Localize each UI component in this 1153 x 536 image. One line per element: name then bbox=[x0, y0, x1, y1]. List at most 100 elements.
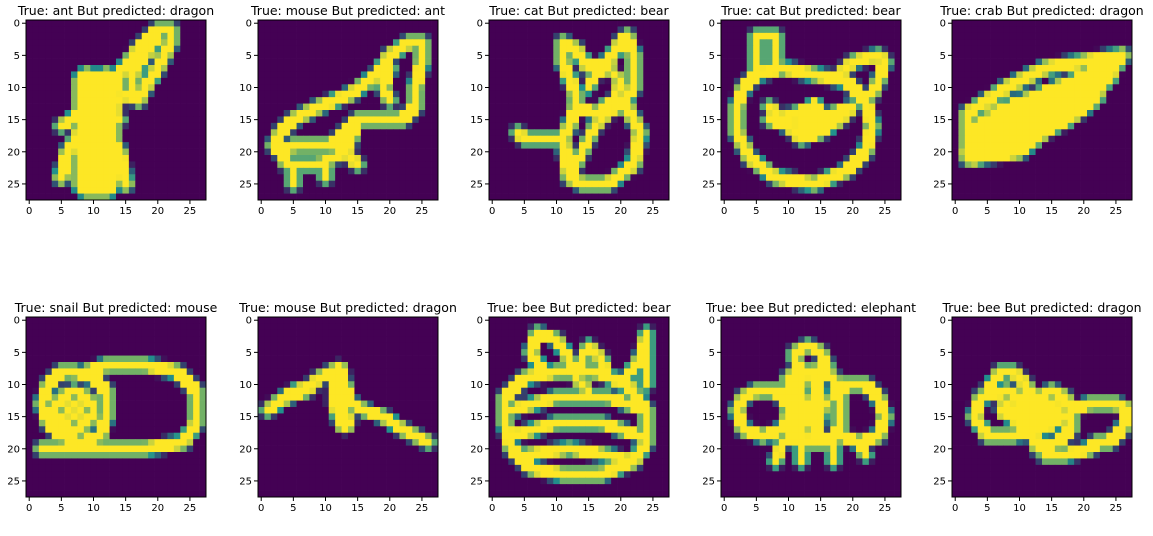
pixel-cell bbox=[425, 155, 432, 162]
pixel-cell bbox=[335, 20, 342, 27]
pixel-cell bbox=[804, 122, 812, 130]
pixel-cell bbox=[862, 129, 870, 137]
pixel-cell bbox=[373, 167, 381, 175]
pixel-cell bbox=[135, 90, 143, 98]
pixel-cell bbox=[875, 90, 883, 98]
pixel-cell bbox=[173, 336, 181, 344]
pixel-cell bbox=[354, 77, 362, 85]
pixel-cell bbox=[740, 52, 748, 59]
pixel-cell bbox=[727, 167, 735, 175]
pixel-cell bbox=[656, 20, 663, 27]
pixel-cell bbox=[90, 135, 98, 143]
pixel-cell bbox=[604, 167, 612, 175]
pixel-cell bbox=[649, 129, 657, 137]
pixel-cell bbox=[1035, 65, 1043, 72]
pixel-cell bbox=[96, 110, 104, 117]
pixel-cell bbox=[579, 45, 586, 53]
pixel-cell bbox=[116, 65, 123, 72]
pixel-cell bbox=[122, 45, 130, 53]
pixel-cell bbox=[766, 58, 773, 66]
pixel-cell bbox=[643, 135, 651, 143]
pixel-cell bbox=[161, 387, 168, 395]
pixel-cell bbox=[412, 148, 420, 156]
pixel-cell bbox=[154, 110, 162, 117]
pixel-cell bbox=[1042, 32, 1049, 40]
pixel-cell bbox=[759, 167, 767, 175]
pixel-cell bbox=[977, 58, 985, 66]
pixel-cell bbox=[373, 26, 381, 34]
pixel-cell bbox=[1022, 129, 1030, 137]
pixel-cell bbox=[322, 65, 330, 72]
pixel-cell bbox=[412, 122, 420, 130]
pixel-cell bbox=[354, 71, 362, 79]
pixel-cell bbox=[322, 180, 330, 188]
pixel-cell bbox=[412, 84, 420, 92]
pixel-cell bbox=[856, 180, 863, 188]
pixel-cell bbox=[71, 32, 78, 40]
pixel-cell bbox=[405, 180, 413, 188]
pixel-cell bbox=[990, 32, 998, 40]
pixel-cell bbox=[258, 193, 265, 201]
pixel-cell bbox=[501, 97, 509, 104]
pixel-cell bbox=[296, 174, 304, 182]
pixel-cell bbox=[83, 374, 91, 382]
pixel-cell bbox=[148, 471, 155, 479]
pixel-cell bbox=[778, 167, 786, 175]
pixel-cell bbox=[399, 161, 407, 169]
pixel-cell bbox=[173, 458, 181, 466]
pixel-cell bbox=[116, 187, 123, 194]
pixel-cell bbox=[103, 122, 110, 130]
pixel-cell bbox=[811, 77, 818, 85]
pixel-cell bbox=[958, 71, 966, 79]
pixel-cell bbox=[322, 329, 330, 337]
pixel-cell bbox=[360, 329, 368, 337]
pixel-cell bbox=[636, 52, 644, 59]
pixel-cell bbox=[32, 161, 40, 169]
pixel-cell bbox=[1087, 90, 1094, 98]
pixel-cell bbox=[360, 45, 368, 53]
pixel-cell bbox=[167, 317, 175, 324]
pixel-cell bbox=[328, 26, 336, 34]
pixel-cell bbox=[984, 20, 991, 27]
pixel-cell bbox=[148, 90, 155, 98]
pixel-cell bbox=[186, 193, 194, 201]
pixel-cell bbox=[868, 65, 876, 72]
pixel-cell bbox=[51, 180, 59, 188]
pixel-cell bbox=[489, 20, 496, 27]
pixel-cell bbox=[888, 71, 895, 79]
pixel-cell bbox=[817, 103, 825, 111]
pixel-cell bbox=[309, 26, 317, 34]
pixel-cell bbox=[141, 362, 149, 369]
pixel-cell bbox=[591, 155, 599, 162]
pixel-cell bbox=[83, 58, 91, 66]
pixel-cell bbox=[58, 110, 65, 117]
pixel-cell bbox=[322, 193, 330, 201]
pixel-cell bbox=[964, 174, 972, 182]
pixel-cell bbox=[103, 174, 110, 182]
pixel-cell bbox=[501, 180, 509, 188]
pixel-cell bbox=[721, 90, 728, 98]
pixel-cell bbox=[508, 116, 516, 124]
pixel-cell bbox=[122, 148, 130, 156]
pixel-cell bbox=[1042, 45, 1049, 53]
pixel-cell bbox=[32, 65, 40, 72]
pixel-cell bbox=[116, 317, 123, 324]
pixel-cell bbox=[759, 39, 767, 47]
pixel-cell bbox=[1029, 122, 1036, 130]
pixel-cell bbox=[360, 148, 368, 156]
pixel-cell bbox=[875, 58, 883, 66]
pixel-cell bbox=[868, 180, 876, 188]
pixel-cell bbox=[367, 122, 375, 130]
pixel-cell bbox=[1099, 77, 1107, 85]
pixel-cell bbox=[604, 97, 612, 104]
pixel-cell bbox=[277, 142, 285, 149]
pixel-cell bbox=[598, 135, 606, 143]
pixel-cell bbox=[997, 110, 1004, 117]
pixel-cell bbox=[77, 174, 85, 182]
pixel-cell bbox=[335, 135, 342, 143]
pixel-cell bbox=[309, 58, 317, 66]
pixel-cell bbox=[727, 161, 735, 169]
pixel-cell bbox=[643, 32, 651, 40]
pixel-cell bbox=[122, 52, 130, 59]
pixel-cell bbox=[303, 329, 310, 337]
